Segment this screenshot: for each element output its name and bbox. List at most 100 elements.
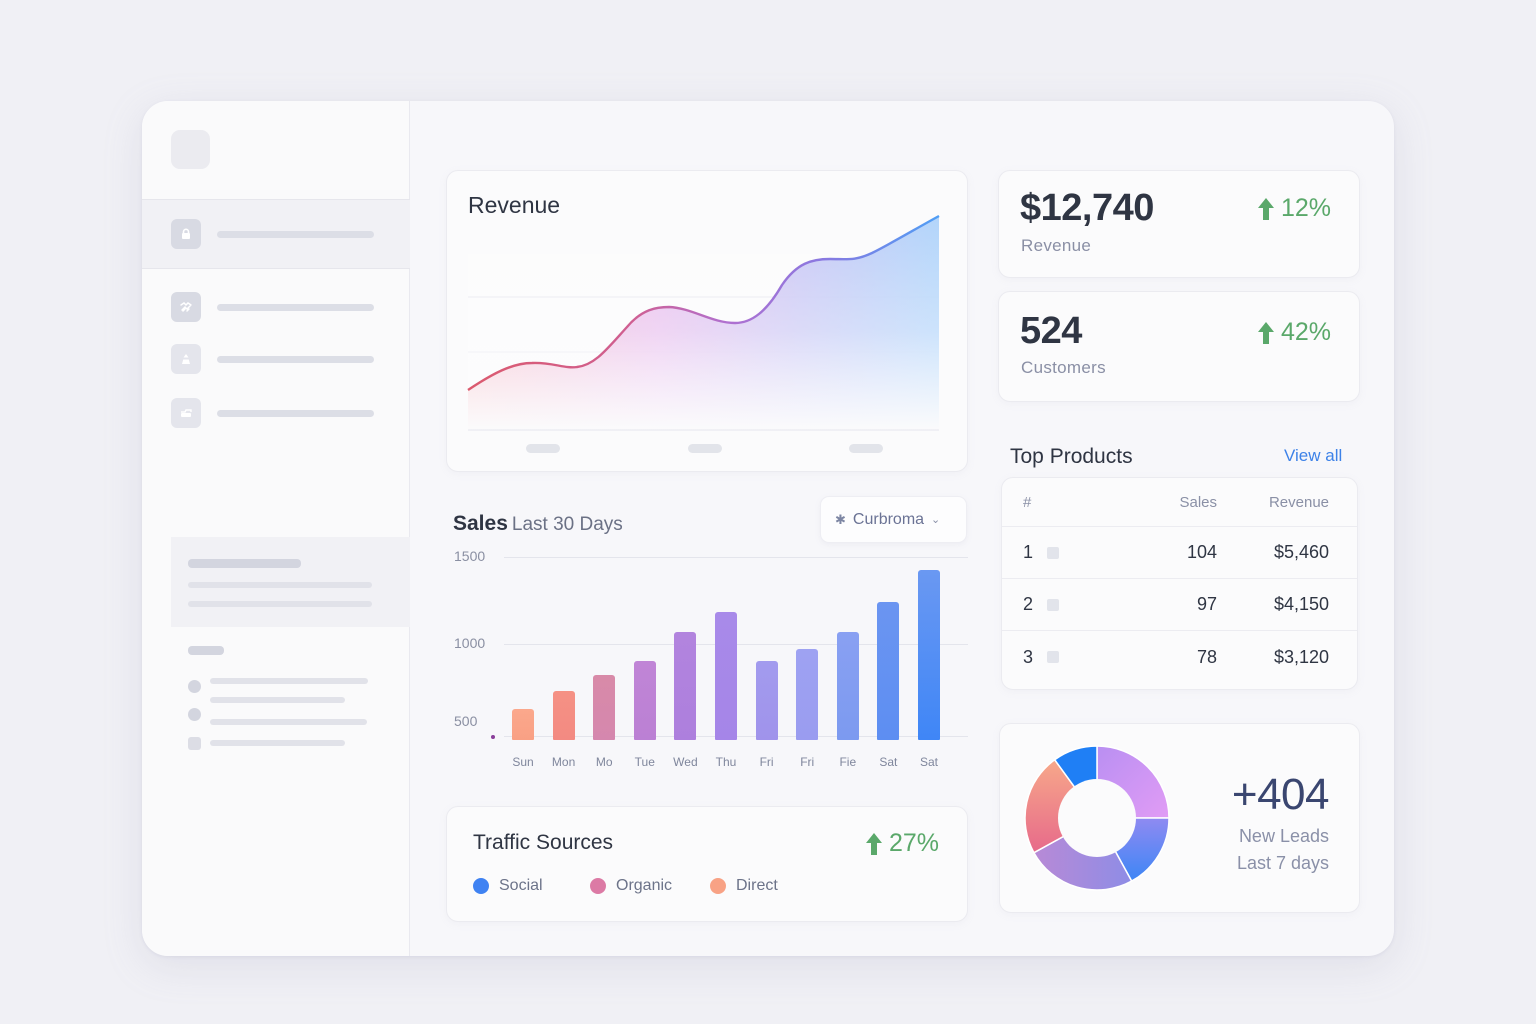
traffic-sources-card: Traffic Sources 27% Social Organic Direc… <box>446 806 968 922</box>
legend-dot-icon <box>710 878 726 894</box>
sidebar-promo-placeholder <box>171 537 410 627</box>
sales-title-text: Sales <box>453 512 508 535</box>
revenue-chart-title: Revenue <box>468 192 561 218</box>
app-logo[interactable] <box>171 130 210 169</box>
sales-subtitle: Last 30 Days <box>511 514 623 535</box>
kpi-change-value: 12% <box>1280 194 1331 222</box>
x-axis-label: Thu <box>715 755 737 769</box>
nav-label-placeholder <box>217 355 374 363</box>
product-thumbnail <box>1047 651 1059 663</box>
x-axis-label: Mon <box>551 755 576 769</box>
sales-bar[interactable] <box>755 660 778 740</box>
asterisk-icon: ✱ <box>835 511 846 527</box>
lock-icon <box>171 219 201 249</box>
x-axis-label-placeholder <box>849 444 883 453</box>
legend-dot-icon <box>473 878 489 894</box>
dashboard-window: Revenue Sales Last 30 Days ✱ Curbroma ⌄ 1… <box>142 101 1394 956</box>
sidebar-item-2[interactable] <box>171 292 381 322</box>
kpi-change-badge: 12% <box>1257 194 1331 223</box>
skeleton-line <box>210 740 345 746</box>
arrow-up-icon <box>1257 321 1274 344</box>
cell-revenue: $4,150 <box>1273 594 1329 614</box>
skeleton-square <box>188 737 201 750</box>
leads-value: +404 <box>1231 770 1330 819</box>
sales-bar[interactable] <box>877 601 900 740</box>
product-thumbnail <box>1047 598 1059 611</box>
header-revenue: Revenue <box>1268 493 1329 511</box>
x-axis-label: Mo <box>595 755 613 769</box>
revenue-area-chart <box>467 211 940 431</box>
x-axis-label: Fri <box>759 755 774 769</box>
arrow-up-icon <box>865 832 882 855</box>
legend-item-organic: Organic <box>590 877 672 895</box>
y-axis-tick: 1000 <box>454 635 486 651</box>
sales-bar[interactable] <box>512 709 534 740</box>
skeleton-dot <box>188 680 201 693</box>
sales-bar[interactable] <box>552 691 575 740</box>
skeleton-line <box>188 646 224 655</box>
table-row[interactable]: 3 78 $3,120 <box>1002 631 1357 683</box>
header-sales: Sales <box>1179 493 1217 511</box>
skeleton-line <box>210 697 345 703</box>
skeleton-dot <box>188 708 201 721</box>
kpi-change-badge: 42% <box>1257 318 1331 347</box>
traffic-change-value: 27% <box>888 829 939 857</box>
card-icon <box>171 398 201 428</box>
cell-rank: 2 <box>1023 594 1034 614</box>
leads-period: Last 7 days <box>1236 853 1329 873</box>
sidebar-item-3[interactable] <box>171 344 381 374</box>
sidebar <box>142 101 410 956</box>
sidebar-item-4[interactable] <box>171 398 381 428</box>
cell-sales: 104 <box>1186 542 1217 562</box>
kpi-card-revenue: $12,740 Revenue 12% <box>998 170 1360 278</box>
cell-revenue: $5,460 <box>1273 542 1329 562</box>
y-axis-tick: 1500 <box>454 548 486 564</box>
kpi-label: Customers <box>1021 358 1106 377</box>
cell-revenue: $3,120 <box>1273 646 1329 667</box>
legend-item-social: Social <box>473 877 543 895</box>
x-axis-label: Tue <box>634 755 655 769</box>
leads-donut-chart <box>1024 745 1170 891</box>
x-axis-label-placeholder <box>688 444 722 453</box>
x-axis-label: Fie <box>839 755 857 769</box>
legend-dot-icon <box>590 878 606 894</box>
sales-bar[interactable] <box>836 632 859 740</box>
x-axis-label: Sat <box>919 755 938 769</box>
kpi-change-value: 42% <box>1280 318 1331 346</box>
view-all-link[interactable]: View all <box>1284 446 1343 465</box>
skeleton-line <box>188 559 301 568</box>
sales-bar[interactable] <box>674 632 697 740</box>
kpi-value: 524 <box>1020 310 1082 352</box>
leads-label: New Leads <box>1238 826 1329 846</box>
traffic-change-badge: 27% <box>865 829 939 858</box>
cell-rank: 1 <box>1023 542 1034 562</box>
sales-chart-title: Sales Last 30 Days <box>453 512 623 536</box>
sales-bar[interactable] <box>796 649 819 740</box>
legend-item-direct: Direct <box>710 877 778 895</box>
nav-label-placeholder <box>217 303 374 311</box>
table-row[interactable]: 2 97 $4,150 <box>1002 579 1357 631</box>
product-filter-dropdown[interactable]: ✱ Curbroma ⌄ <box>820 496 967 543</box>
table-row[interactable]: 1 104 $5,460 <box>1002 527 1357 579</box>
cell-sales: 78 <box>1196 646 1217 667</box>
legend-label: Organic <box>616 877 673 894</box>
nav-label-placeholder <box>217 409 374 417</box>
skeleton-line <box>188 582 372 588</box>
handshake-icon <box>171 292 201 322</box>
dropdown-value: Curbroma <box>852 510 925 528</box>
top-products-title: Top Products <box>1010 445 1133 468</box>
top-products-table: # Sales Revenue 1 104 $5,460 2 97 $4,150… <box>1001 477 1358 690</box>
sidebar-item-1[interactable] <box>171 219 381 249</box>
skeleton-line <box>210 719 367 725</box>
x-axis-label-placeholder <box>526 444 560 453</box>
y-axis-tick: 500 <box>454 713 478 729</box>
user-icon <box>171 344 201 374</box>
legend-label: Social <box>499 877 543 894</box>
sales-bar[interactable] <box>918 569 940 740</box>
sales-bar[interactable] <box>593 675 616 740</box>
sales-bar[interactable] <box>633 660 656 740</box>
x-axis-label: Wed <box>673 755 698 769</box>
header-rank: # <box>1023 493 1032 511</box>
cell-sales: 97 <box>1196 594 1217 614</box>
sales-bar[interactable] <box>715 612 737 740</box>
